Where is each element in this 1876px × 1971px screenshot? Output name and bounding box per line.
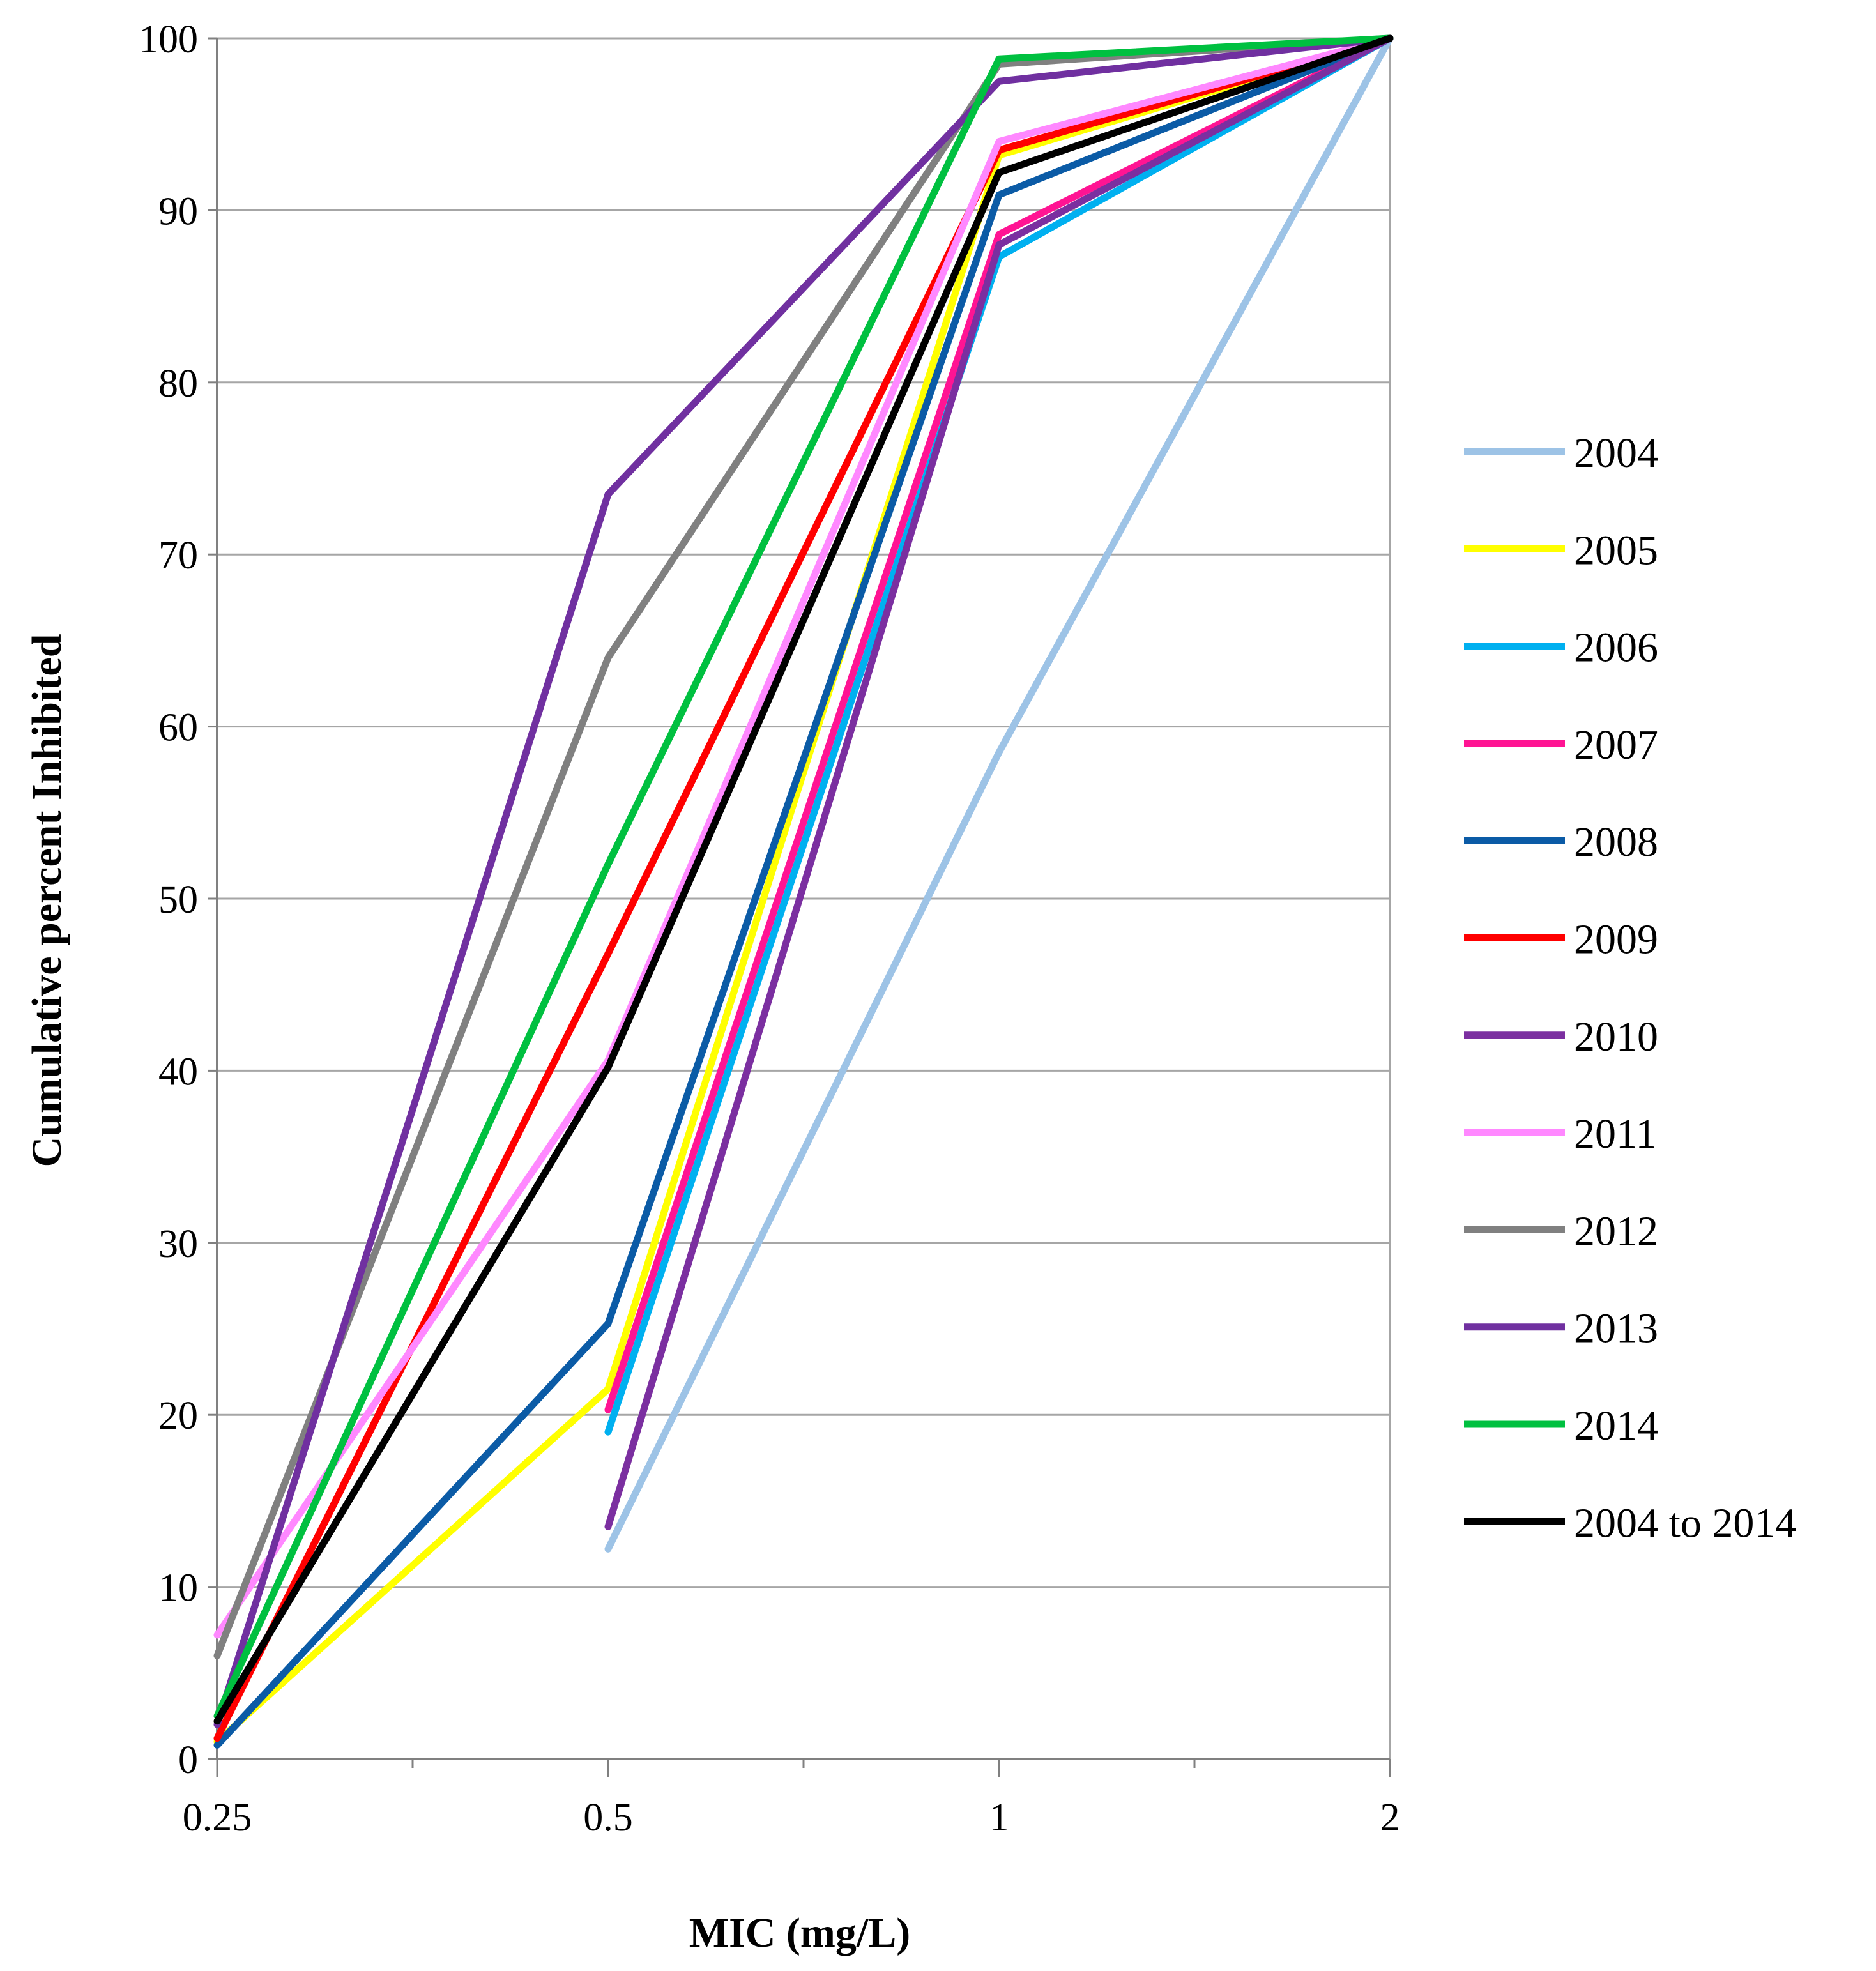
legend-label: 2013	[1574, 1305, 1658, 1352]
legend-item: 2013	[1464, 1305, 1658, 1352]
y-tick-label: 50	[158, 878, 198, 922]
legend-label: 2005	[1574, 527, 1658, 574]
y-tick-label: 10	[158, 1567, 198, 1610]
legend-label: 2004	[1574, 430, 1658, 476]
y-tick-label: 40	[158, 1050, 198, 1093]
legend-label: 2004 to 2014	[1574, 1500, 1796, 1546]
y-axis-title: Cumulative percent Inhibited	[24, 634, 70, 1168]
series-lines	[217, 38, 1390, 1746]
legend-label: 2007	[1574, 722, 1658, 768]
legend-label: 2008	[1574, 819, 1658, 865]
x-tick-label: 0.25	[183, 1796, 252, 1839]
legend-label: 2011	[1574, 1111, 1657, 1157]
legend-label: 2014	[1574, 1403, 1658, 1449]
legend-item: 2004	[1464, 430, 1658, 476]
legend: 2004 2005 2006 2007 2008 2009 2010 2011 2012 2013…	[1464, 430, 1796, 1546]
legend-item: 2012	[1464, 1208, 1658, 1254]
legend-item: 2006	[1464, 625, 1658, 671]
y-tick-label: 60	[158, 706, 198, 750]
legend-label: 2006	[1574, 625, 1658, 671]
legend-item: 2008	[1464, 819, 1658, 865]
legend-label: 2012	[1574, 1208, 1658, 1254]
legend-item: 2005	[1464, 527, 1658, 574]
legend-item: 2009	[1464, 917, 1658, 963]
legend-item: 2011	[1464, 1111, 1657, 1157]
y-tick-label: 90	[158, 190, 198, 233]
y-tick-label: 80	[158, 362, 198, 406]
legend-label: 2010	[1574, 1014, 1658, 1060]
legend-item: 2007	[1464, 722, 1658, 768]
x-tick-label: 1	[989, 1796, 1009, 1839]
legend-item: 2004 to 2014	[1464, 1500, 1796, 1546]
legend-item: 2010	[1464, 1014, 1658, 1060]
y-tick-label: 0	[178, 1739, 198, 1782]
gridlines	[217, 38, 1390, 1759]
legend-item: 2014	[1464, 1403, 1658, 1449]
legend-label: 2009	[1574, 917, 1658, 963]
x-axis-title: MIC (mg/L)	[689, 1910, 910, 1956]
y-tick-label: 20	[158, 1394, 198, 1438]
y-tick-label: 30	[158, 1222, 198, 1266]
x-tick-label: 2	[1380, 1796, 1400, 1839]
x-tick-label: 0.5	[583, 1796, 633, 1839]
y-tick-label: 70	[158, 534, 198, 577]
y-tick-label: 100	[139, 18, 198, 61]
